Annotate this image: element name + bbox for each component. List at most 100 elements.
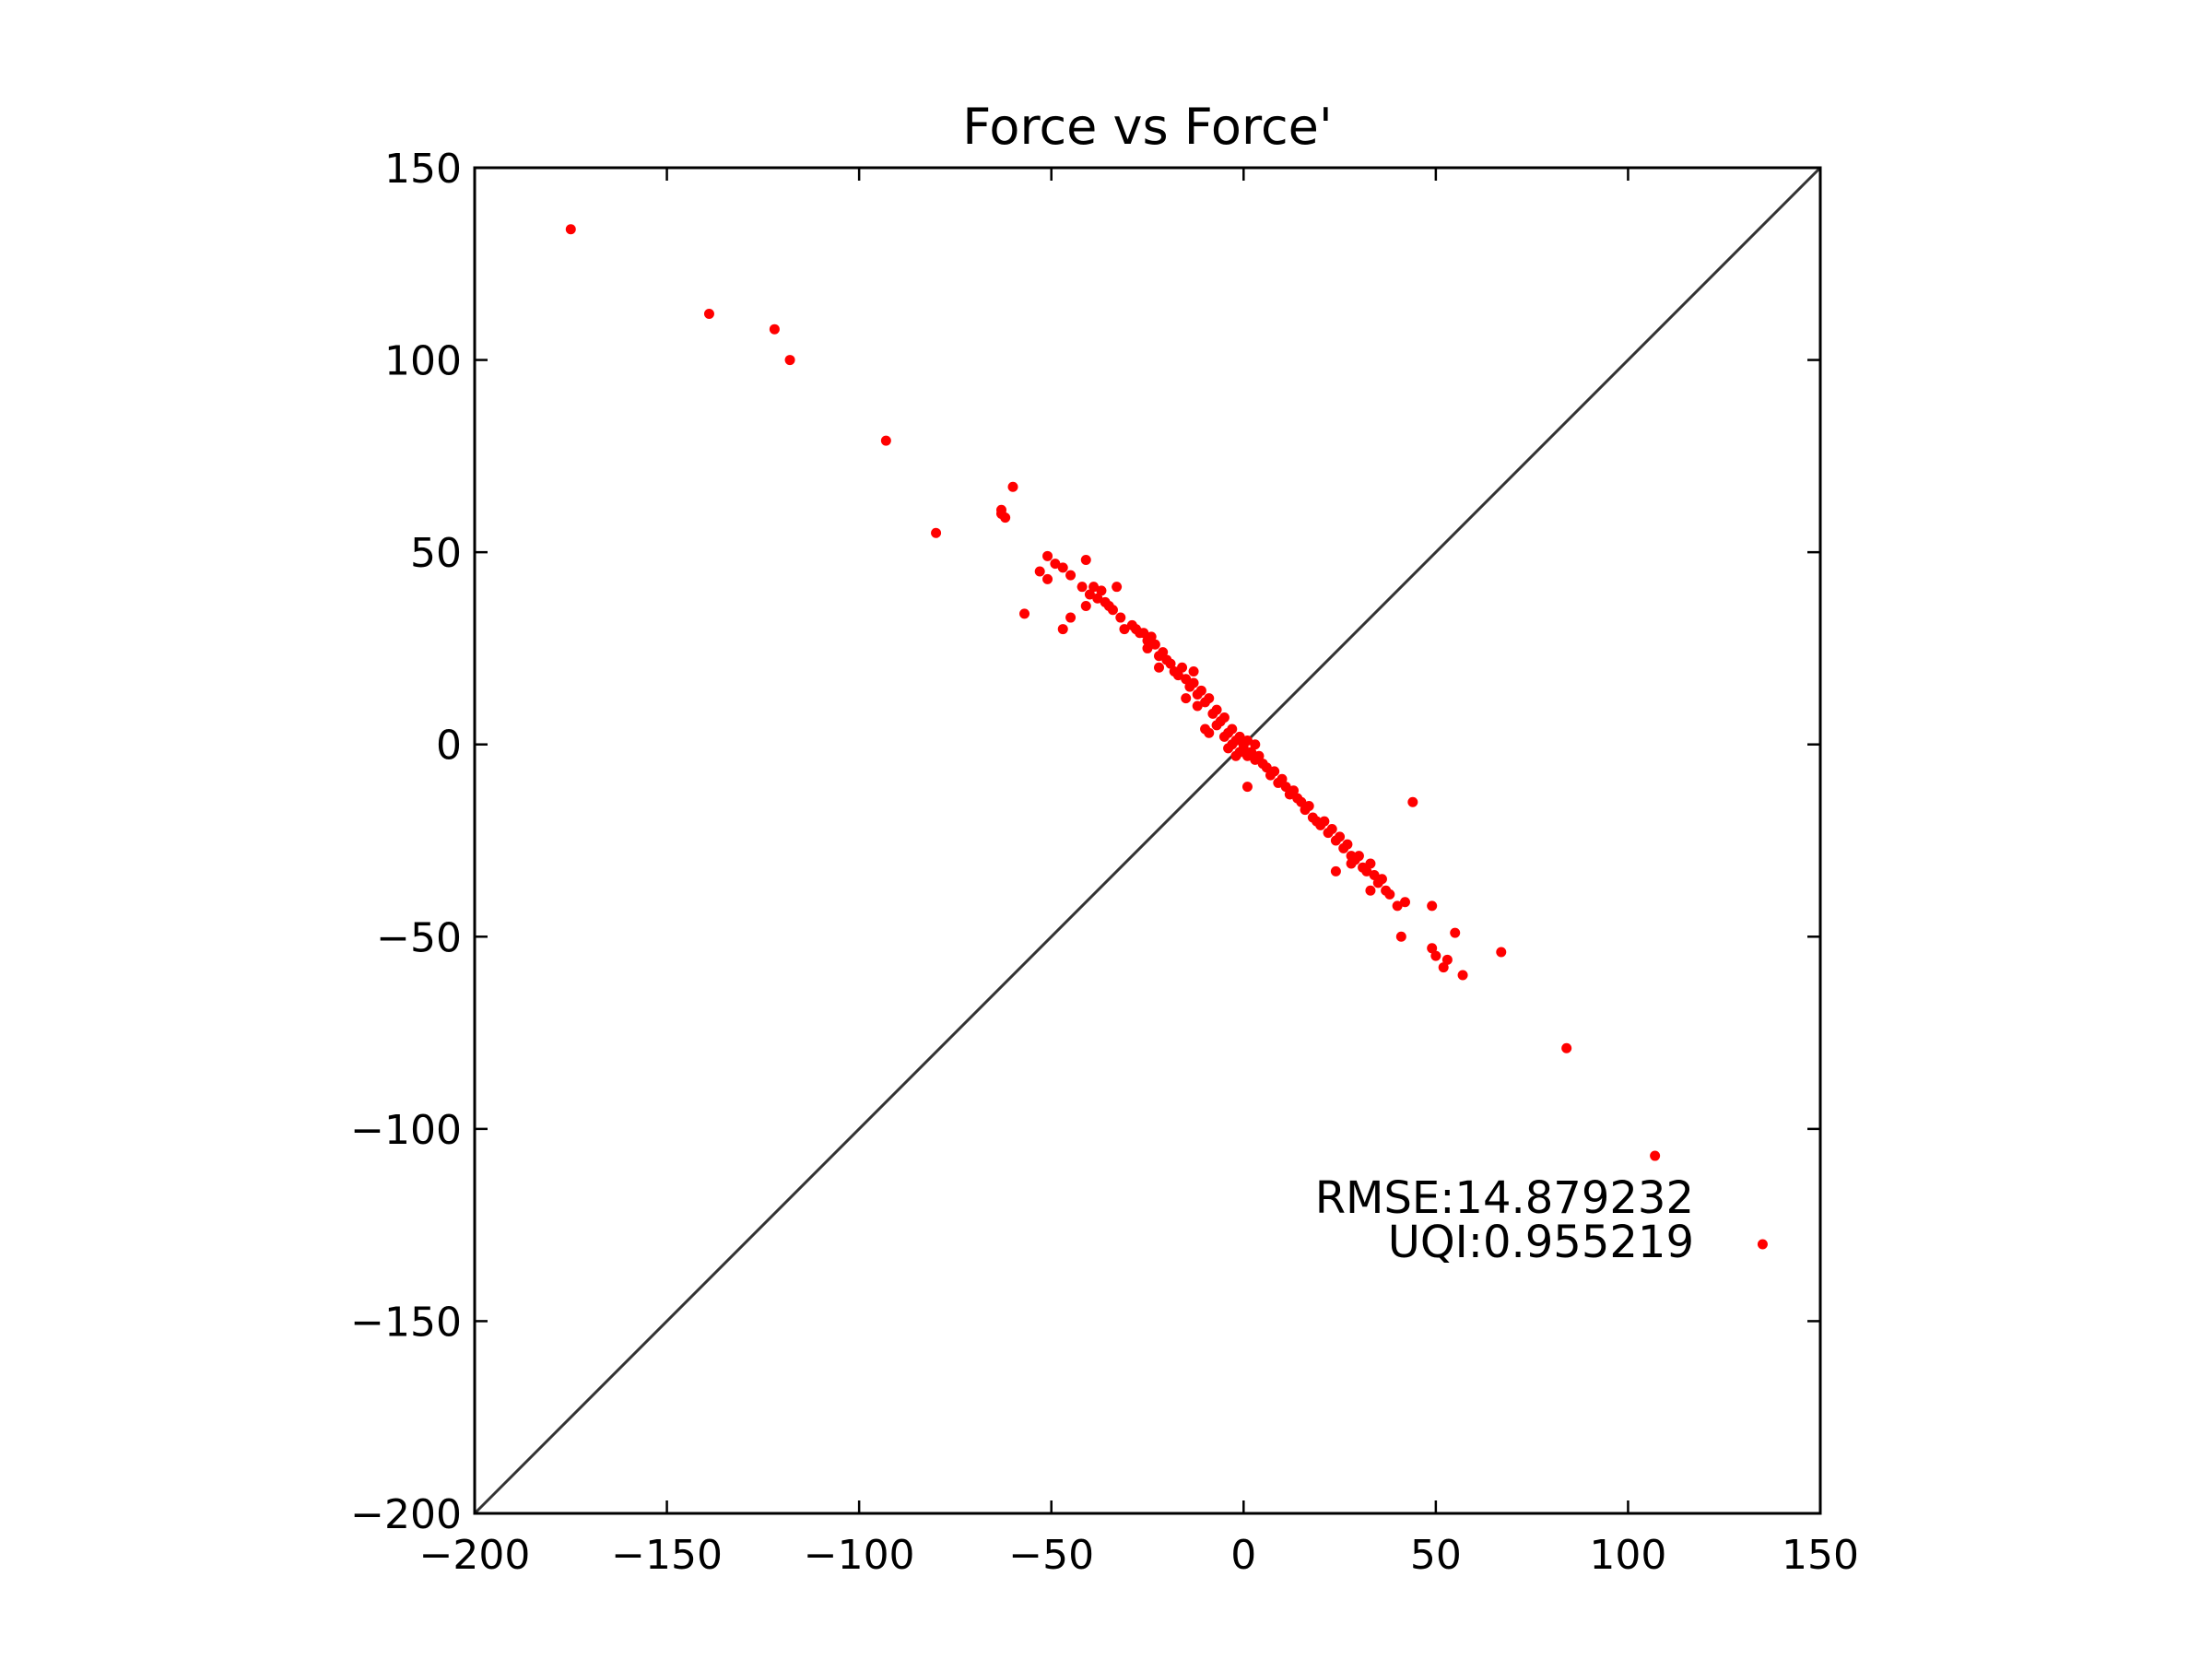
y-tick-labels: −200 −150 −100 −50 0 50 100 150 (350, 146, 462, 1538)
data-point (1146, 631, 1157, 642)
data-point (1399, 897, 1410, 908)
data-point (1365, 858, 1376, 869)
data-point (1119, 624, 1130, 635)
data-point (565, 224, 576, 235)
chart-title: Force vs Force' (962, 98, 1332, 156)
uqi-annotation: UQI:0.955219 (1388, 1217, 1694, 1268)
data-point (1757, 1239, 1768, 1250)
y-tick-label: 0 (436, 723, 462, 770)
x-tick-label: 0 (1230, 1532, 1256, 1579)
data-point (1353, 851, 1364, 862)
data-point (769, 324, 780, 335)
data-point (1335, 831, 1346, 842)
data-point (1050, 559, 1061, 570)
data-point (1138, 628, 1149, 639)
data-point (1211, 704, 1222, 715)
data-point (1195, 685, 1206, 696)
data-point (1172, 670, 1183, 681)
data-point (1088, 582, 1100, 593)
data-point (1107, 605, 1118, 616)
data-point (1395, 931, 1406, 942)
y-tick-label: −50 (376, 914, 462, 961)
data-point (880, 435, 891, 446)
x-tick-label: 150 (1782, 1532, 1859, 1579)
data-point (1650, 1150, 1661, 1161)
data-point (1253, 750, 1265, 761)
y-tick-label: 150 (384, 146, 462, 193)
data-point (1042, 573, 1053, 584)
data-point (1288, 785, 1300, 796)
data-point (1204, 727, 1215, 738)
data-point (1000, 512, 1011, 524)
data-point (1427, 900, 1438, 912)
x-tick-label: −150 (611, 1532, 723, 1579)
data-point (1427, 943, 1438, 954)
data-point (931, 527, 942, 538)
data-point (1084, 589, 1095, 600)
data-point (1057, 624, 1068, 635)
data-point (1177, 662, 1188, 673)
data-point (1188, 677, 1199, 688)
y-tick-label: −150 (350, 1299, 462, 1346)
data-point (1326, 823, 1337, 834)
data-point (1376, 874, 1387, 885)
data-point (1149, 639, 1160, 650)
data-point (1342, 839, 1353, 850)
data-point (1065, 570, 1077, 581)
x-tick-label: −100 (804, 1532, 915, 1579)
data-point (1181, 693, 1192, 704)
data-point (1261, 762, 1272, 773)
data-point (1057, 562, 1068, 573)
y-tick-label: −200 (350, 1491, 462, 1538)
data-points (565, 224, 1768, 1250)
x-tick-label: 50 (1410, 1532, 1462, 1579)
data-point (1250, 739, 1261, 750)
data-point (1042, 550, 1053, 561)
data-point (1392, 900, 1403, 912)
data-point (1115, 612, 1126, 623)
data-point (1218, 712, 1230, 724)
data-point (1142, 642, 1153, 653)
rmse-annotation: RMSE:14.879232 (1315, 1172, 1694, 1224)
data-point (1234, 731, 1245, 742)
data-point (1241, 782, 1253, 793)
data-point (1277, 773, 1288, 784)
data-point (1441, 954, 1453, 965)
data-point (1158, 647, 1169, 658)
data-point (1384, 888, 1395, 900)
data-point (1430, 950, 1441, 961)
data-point (1496, 947, 1507, 958)
data-point (1330, 865, 1341, 877)
data-point (1080, 601, 1091, 612)
reference-line (473, 166, 1822, 1515)
data-point (1188, 665, 1199, 677)
data-point (703, 309, 714, 320)
data-point (1296, 796, 1307, 807)
data-point (1407, 796, 1418, 807)
y-tick-label: −100 (350, 1107, 462, 1154)
data-point (784, 355, 795, 366)
data-point (1280, 782, 1291, 793)
data-point (1034, 566, 1045, 577)
diagonal-reference-line (473, 166, 1822, 1515)
data-point (1365, 885, 1376, 896)
data-point (1065, 612, 1077, 623)
data-point (1246, 747, 1257, 758)
data-point (1241, 735, 1253, 747)
x-tick-label: −200 (419, 1532, 531, 1579)
data-point (1077, 582, 1088, 593)
data-point (1007, 481, 1018, 492)
x-tick-label: 100 (1589, 1532, 1666, 1579)
data-point (1303, 800, 1314, 811)
plot-border (473, 166, 1822, 1515)
data-point (1154, 662, 1165, 673)
data-point (1238, 743, 1249, 754)
y-tick-label: 50 (410, 530, 462, 577)
data-point (1227, 724, 1238, 735)
data-point (1092, 593, 1103, 604)
x-tick-labels: −200 −150 −100 −50 0 50 100 150 (419, 1532, 1859, 1579)
data-point (1438, 962, 1449, 973)
data-point (1080, 554, 1091, 565)
data-point (1361, 865, 1372, 877)
data-point (1096, 585, 1107, 596)
